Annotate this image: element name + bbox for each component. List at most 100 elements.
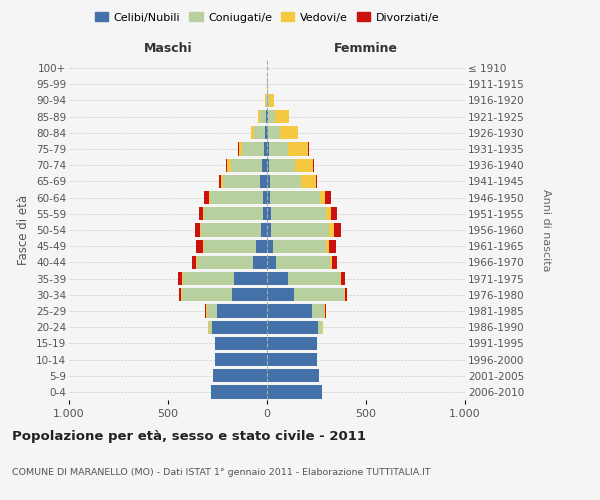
Bar <box>267 240 273 253</box>
Bar <box>294 288 344 302</box>
Bar <box>269 158 295 172</box>
Y-axis label: Anni di nascita: Anni di nascita <box>541 188 551 271</box>
Bar <box>209 191 263 204</box>
Bar <box>183 272 235 285</box>
Bar <box>331 256 332 269</box>
Bar <box>267 320 319 334</box>
Bar <box>267 369 319 382</box>
Bar <box>199 207 203 220</box>
Bar <box>223 175 260 188</box>
Legend: Celibi/Nubili, Coniugati/e, Vedovi/e, Divorziati/e: Celibi/Nubili, Coniugati/e, Vedovi/e, Di… <box>91 8 443 27</box>
Bar <box>215 336 267 350</box>
Bar <box>268 126 280 140</box>
Text: Femmine: Femmine <box>334 42 398 55</box>
Bar <box>267 224 271 236</box>
Bar <box>197 256 253 269</box>
Bar <box>270 175 301 188</box>
Bar <box>267 126 268 140</box>
Bar <box>217 304 267 318</box>
Bar <box>276 256 331 269</box>
Bar <box>258 110 260 124</box>
Bar <box>269 142 288 156</box>
Bar <box>220 175 221 188</box>
Bar <box>269 94 274 107</box>
Bar <box>226 158 227 172</box>
Bar <box>270 191 320 204</box>
Bar <box>179 288 181 302</box>
Bar <box>301 175 316 188</box>
Bar <box>340 272 341 285</box>
Bar <box>316 175 317 188</box>
Bar <box>263 191 267 204</box>
Bar <box>288 142 308 156</box>
Bar <box>267 256 276 269</box>
Bar <box>329 224 334 236</box>
Bar <box>273 240 326 253</box>
Bar <box>326 207 331 220</box>
Text: Popolazione per età, sesso e stato civile - 2011: Popolazione per età, sesso e stato civil… <box>12 430 366 443</box>
Bar <box>320 191 325 204</box>
Bar <box>212 369 267 382</box>
Bar <box>239 142 242 156</box>
Bar <box>203 207 204 220</box>
Bar <box>261 224 267 236</box>
Bar <box>267 272 288 285</box>
Bar <box>311 304 325 318</box>
Bar <box>196 240 203 253</box>
Bar <box>345 288 347 302</box>
Bar <box>264 142 267 156</box>
Bar <box>280 126 298 140</box>
Bar <box>331 207 337 220</box>
Bar <box>267 386 322 398</box>
Bar <box>212 320 267 334</box>
Bar <box>334 224 341 236</box>
Bar <box>205 304 206 318</box>
Bar <box>313 158 314 172</box>
Bar <box>268 94 269 107</box>
Bar <box>215 353 267 366</box>
Bar <box>260 110 266 124</box>
Bar <box>235 272 267 285</box>
Bar <box>182 288 232 302</box>
Bar <box>267 288 294 302</box>
Bar <box>265 126 267 140</box>
Bar <box>232 158 262 172</box>
Bar <box>256 240 267 253</box>
Bar <box>271 224 329 236</box>
Bar <box>203 191 209 204</box>
Bar <box>325 304 326 318</box>
Bar <box>192 256 196 269</box>
Bar <box>263 207 267 220</box>
Bar <box>203 240 256 253</box>
Bar <box>260 175 267 188</box>
Y-axis label: Fasce di età: Fasce di età <box>17 195 31 265</box>
Bar <box>204 207 263 220</box>
Bar <box>195 224 200 236</box>
Bar <box>325 191 331 204</box>
Bar <box>254 126 265 140</box>
Bar <box>267 191 270 204</box>
Bar <box>288 272 340 285</box>
Bar <box>268 110 275 124</box>
Bar <box>242 142 264 156</box>
Text: COMUNE DI MARANELLO (MO) - Dati ISTAT 1° gennaio 2011 - Elaborazione TUTTITALIA.: COMUNE DI MARANELLO (MO) - Dati ISTAT 1°… <box>12 468 431 477</box>
Bar <box>267 175 270 188</box>
Text: Maschi: Maschi <box>143 42 193 55</box>
Bar <box>267 142 269 156</box>
Bar <box>329 240 337 253</box>
Bar <box>332 256 337 269</box>
Bar <box>267 158 269 172</box>
Bar <box>262 158 267 172</box>
Bar <box>178 272 182 285</box>
Bar <box>206 304 217 318</box>
Bar <box>238 142 239 156</box>
Bar <box>221 175 223 188</box>
Bar <box>326 240 329 253</box>
Bar <box>232 288 267 302</box>
Bar <box>267 207 271 220</box>
Bar <box>271 207 326 220</box>
Bar <box>253 256 267 269</box>
Bar <box>211 386 267 398</box>
Bar <box>266 110 267 124</box>
Bar <box>251 126 254 140</box>
